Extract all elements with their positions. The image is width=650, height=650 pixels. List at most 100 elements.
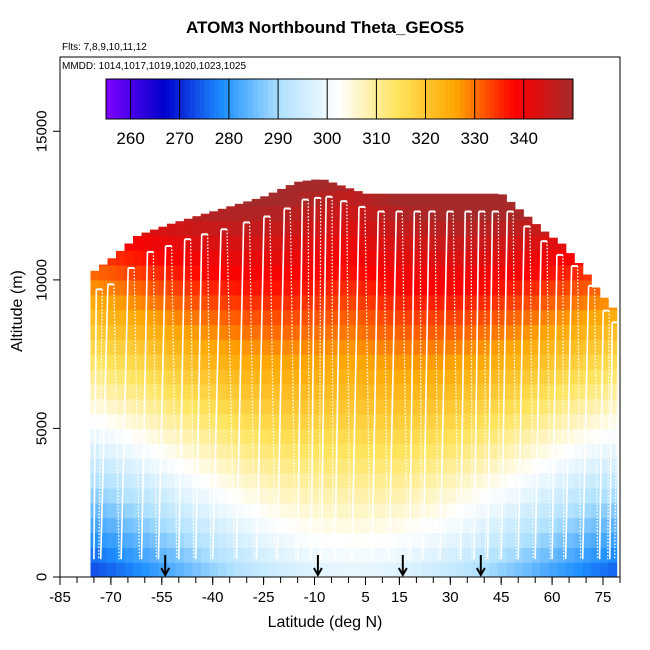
field-cell — [455, 339, 465, 355]
field-cell — [446, 428, 456, 444]
field-cell — [99, 398, 109, 415]
field-cell — [268, 265, 278, 281]
field-cell — [438, 354, 448, 370]
colorbar-swatch — [523, 79, 530, 119]
arrow-head — [475, 567, 486, 578]
field-cell — [277, 517, 287, 534]
field-cell — [514, 547, 524, 563]
field-cell — [557, 383, 567, 400]
field-cell — [99, 324, 109, 340]
field-cell — [438, 235, 448, 251]
arrow-head — [313, 567, 323, 578]
colorbar-swatch — [420, 79, 426, 119]
field-cell — [268, 517, 278, 534]
field-cell — [413, 502, 423, 519]
field-cell — [133, 339, 143, 355]
ascent-profile — [235, 222, 245, 560]
field-cell — [599, 562, 609, 577]
field-cell — [523, 547, 533, 563]
field-cell — [243, 265, 253, 281]
field-cell — [514, 235, 524, 251]
field-cell — [531, 224, 541, 236]
field-cell — [277, 502, 287, 519]
field-cell — [260, 517, 270, 534]
field-cell — [396, 339, 406, 355]
field-cell — [294, 235, 304, 251]
ascent-profile — [93, 289, 98, 560]
field-cell — [574, 458, 584, 474]
field-cell — [217, 487, 227, 504]
field-cell — [175, 324, 185, 340]
colorbar-swatch — [273, 79, 279, 119]
field-cell — [429, 413, 439, 430]
field-cell — [514, 309, 524, 326]
colorbar-swatch — [479, 79, 485, 119]
colorbar-swatch — [317, 79, 323, 119]
field-cell — [429, 294, 439, 311]
colorbar-swatch — [509, 79, 515, 119]
field-cell — [413, 235, 423, 251]
field-cell — [531, 398, 541, 415]
field-cell — [302, 428, 312, 444]
colorbar-swatch — [464, 79, 471, 119]
colorbar-swatch — [528, 79, 535, 119]
field-cell — [489, 473, 499, 489]
field-cell — [455, 487, 465, 504]
field-cell — [362, 369, 372, 385]
field-cell — [107, 502, 117, 519]
field-cell — [455, 235, 465, 251]
field-cell — [396, 487, 406, 504]
field-cell — [472, 443, 482, 459]
field-cell — [124, 487, 134, 504]
field-cell — [116, 517, 126, 534]
field-cell — [497, 369, 507, 385]
field-cell — [429, 369, 439, 385]
colorbar-swatch — [568, 79, 574, 119]
field-cell — [166, 502, 176, 519]
field-cell — [472, 413, 482, 430]
field-cell — [548, 294, 558, 311]
field-cell — [463, 428, 473, 444]
y-axis-label: Altitude (m) — [9, 270, 26, 352]
colorbar-swatch — [268, 79, 274, 119]
field-cell — [133, 265, 143, 281]
field-cell — [107, 279, 117, 296]
field-cell — [133, 398, 143, 415]
sonde-arrows — [160, 555, 486, 578]
field-cell — [531, 413, 541, 430]
field-cell — [260, 502, 270, 519]
field-cell — [446, 324, 456, 340]
ascent-profile — [459, 211, 466, 560]
field-cell — [379, 279, 389, 296]
field-cell — [379, 473, 389, 489]
field-cell — [396, 265, 406, 281]
colorbar-swatch — [455, 79, 461, 119]
field-cell — [565, 502, 575, 519]
field-cell — [200, 413, 210, 430]
field-cell — [285, 235, 295, 251]
field-cell — [192, 216, 202, 221]
colorbar-swatch — [469, 79, 476, 119]
field-cell — [387, 458, 397, 474]
field-cell — [370, 517, 380, 534]
field-cell — [370, 502, 380, 519]
field-cell — [302, 547, 312, 563]
field-cell — [531, 443, 541, 459]
field-cell — [166, 223, 176, 236]
field-cell — [209, 339, 219, 355]
field-cell — [582, 517, 592, 534]
colorbar-swatch — [297, 79, 304, 119]
field-cell — [489, 547, 499, 563]
field-cell — [523, 398, 533, 415]
field-cell — [141, 235, 151, 251]
field-cell — [217, 502, 227, 519]
field-cell — [574, 398, 584, 415]
field-cell — [311, 309, 321, 326]
field-cell — [429, 220, 439, 236]
field-cell — [234, 324, 244, 340]
field-cell — [209, 369, 219, 385]
field-cell — [379, 265, 389, 281]
field-cell — [523, 324, 533, 340]
field-cell — [234, 473, 244, 489]
field-cell — [548, 369, 558, 385]
